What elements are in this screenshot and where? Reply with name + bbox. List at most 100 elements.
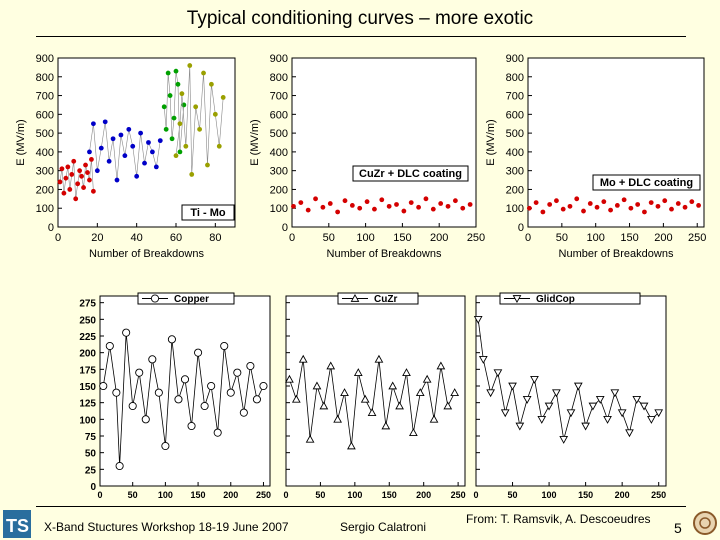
data-point (486, 389, 495, 398)
x-tick-label: 100 (356, 232, 374, 244)
x-tick-label: 100 (587, 232, 605, 244)
data-point (91, 121, 96, 127)
data-point (118, 132, 124, 138)
data-point (291, 394, 301, 403)
data-point (581, 208, 586, 214)
data-point (547, 202, 553, 207)
data-point (423, 196, 429, 202)
x-tick-label: 200 (654, 232, 672, 244)
legend-marker (150, 294, 160, 303)
data-point (57, 179, 63, 185)
ts-logo-icon: TS (3, 510, 31, 538)
data-point (639, 402, 649, 411)
data-point (105, 341, 114, 351)
data-point (544, 402, 554, 411)
chart-ti-mo: 0 100 200 300 400 500 600 700 800 900 0 20 40 60 80 Num… (15, 53, 236, 260)
y-tick-label: 50 (85, 449, 97, 460)
data-point (654, 409, 664, 418)
footer-author: Sergio Calatroni (340, 520, 427, 534)
data-point (94, 168, 100, 174)
y-tick-label: 500 (36, 128, 54, 140)
data-point (422, 374, 432, 383)
data-point (552, 389, 561, 398)
data-point (197, 126, 203, 132)
data-point (173, 68, 179, 74)
y-tick-label: 200 (270, 184, 288, 196)
y-tick-label: 800 (506, 72, 524, 84)
data-point (313, 196, 318, 202)
data-point (298, 354, 308, 363)
data-point (402, 368, 411, 376)
data-point (340, 388, 349, 396)
data-point (142, 160, 147, 166)
series-line (163, 71, 185, 152)
data-point (460, 205, 466, 211)
data-point (63, 175, 69, 181)
data-point (493, 369, 503, 378)
y-tick-label: 200 (79, 349, 96, 360)
data-point (177, 149, 183, 155)
plot-area (285, 295, 466, 487)
data-point (130, 143, 136, 149)
data-point (200, 401, 209, 411)
data-point (559, 436, 569, 444)
data-point (452, 198, 458, 204)
data-point (642, 209, 647, 215)
svg-text:TS: TS (6, 516, 29, 536)
x-tick-label: 150 (191, 490, 206, 500)
data-point (189, 172, 195, 177)
y-tick-label: 25 (85, 465, 97, 476)
y-tick-label: 100 (36, 203, 54, 215)
data-point (635, 202, 641, 207)
x-axis-label: Number of Breakdowns (89, 248, 204, 260)
data-point (588, 402, 598, 411)
data-point (252, 395, 261, 404)
data-point (625, 429, 634, 438)
x-tick-label: 50 (556, 232, 568, 244)
data-point (213, 428, 222, 437)
data-point (201, 70, 206, 76)
data-point (566, 409, 576, 418)
x-tick-label: 50 (323, 232, 335, 244)
data-point (610, 389, 620, 398)
data-point (193, 104, 199, 110)
data-point (187, 421, 196, 431)
data-point (445, 203, 451, 209)
page-number: 5 (674, 520, 682, 536)
chart-cuzr-dlc: 0 100 200 300 400 500 600 700 800 900 0 50 100 150 200… (249, 53, 485, 260)
x-tick-label: 250 (256, 490, 271, 500)
data-point (443, 401, 453, 410)
data-point (429, 414, 439, 423)
data-point (85, 170, 90, 175)
legend-label: CuZr (374, 294, 397, 305)
data-point (73, 196, 79, 202)
x-axis-label: Number of Breakdowns (559, 248, 674, 260)
data-point (165, 70, 171, 76)
data-point (647, 416, 656, 424)
legend-label: GlidCop (536, 294, 575, 305)
y-tick-label: 225 (79, 332, 96, 343)
data-point (99, 381, 108, 391)
x-tick-label: 150 (578, 490, 593, 500)
data-point (181, 102, 187, 108)
y-tick-label: 800 (36, 72, 54, 84)
title-divider (36, 36, 686, 37)
legend-label: CuZr + DLC coating (359, 168, 462, 180)
y-tick-label: 400 (270, 147, 288, 159)
data-point (171, 115, 177, 121)
cern-seal-icon (693, 511, 717, 535)
data-point (83, 162, 88, 168)
legend-marker (512, 295, 522, 304)
legend-label: Ti - Mo (190, 207, 226, 219)
data-point (438, 201, 444, 206)
data-point (508, 382, 517, 391)
data-point (115, 461, 124, 471)
y-axis-label: E (MV/m) (15, 119, 27, 165)
x-tick-label: 80 (209, 232, 221, 244)
data-point (163, 126, 169, 132)
data-point (305, 434, 315, 443)
x-tick-label: 100 (542, 490, 557, 500)
x-tick-label: 150 (393, 232, 411, 244)
series-line (175, 65, 224, 175)
y-tick-label: 0 (90, 482, 96, 493)
